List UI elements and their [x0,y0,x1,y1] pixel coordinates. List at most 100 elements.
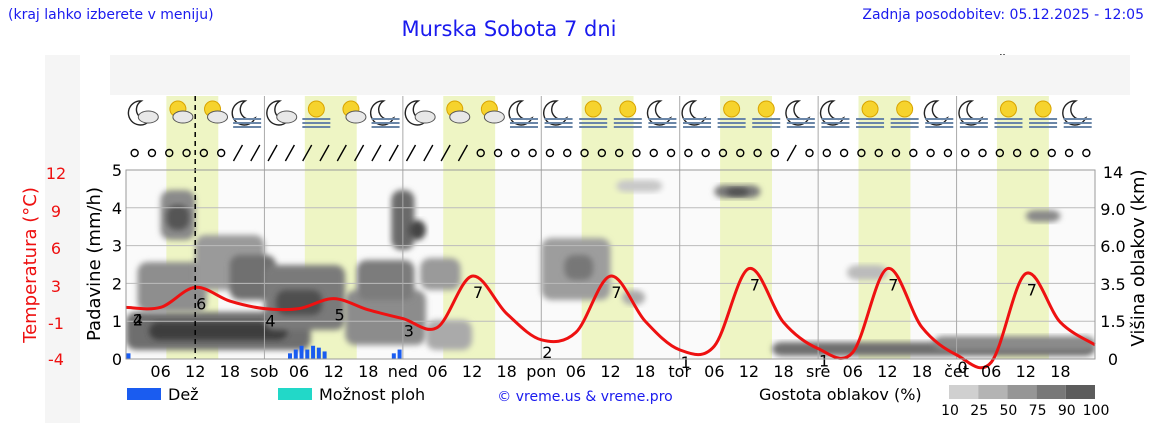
cloud-scale-swatch [949,385,979,399]
moon-icon [681,100,707,126]
sun-icon [896,100,914,118]
daylight-band [581,96,634,359]
temp-label: 7 [473,283,483,302]
cloud-scale-swatch [1065,385,1095,399]
calm-circle [666,148,676,158]
moon-icon [543,100,569,126]
cloud-scale-label: 50 [999,403,1017,419]
temp-axis-title: Temperatura (°C) [20,187,41,344]
daylight-band [720,96,772,359]
x-tick: 12 [877,362,897,381]
calm-circle [476,148,485,158]
weather-icon [958,100,988,128]
calm-circle [1012,148,1022,158]
weather-icon [994,100,1023,128]
rain-legend-label: Dež [168,385,199,404]
wind-barb [423,144,434,162]
calm-circle [943,148,953,158]
precip-tick: 3 [112,237,122,256]
weather-icon [446,100,471,124]
x-tick: 06 [289,362,309,381]
calm-circle [563,148,572,158]
cloud-legend-label: Gostota oblakov (%) [759,385,922,404]
temperature-value-labels: 4 6 4 5 3 7 2 7 1 7 1 7 0 7 2 [133,276,1037,377]
cloud-icon [483,110,505,124]
cloud-icon [449,110,471,124]
moon-icon [923,100,949,126]
x-tick: 12 [323,362,343,381]
cloud-height-tick: 6.0 [1100,237,1125,256]
weather-icon [681,100,712,128]
rain-bar [299,345,304,359]
rain-bar [311,345,316,359]
temp-label: 7 [750,276,760,295]
precip-tick: 5 [112,161,122,180]
cloud-scale-label: 10 [941,403,959,419]
x-tick: 12 [739,362,759,381]
weather-icon [785,100,815,128]
x-tick: 12 [600,362,620,381]
weather-icon [231,100,262,128]
weather-icon [890,100,919,128]
precip-tick: 1 [112,312,122,331]
cloud-icon [414,110,436,124]
wind-barb [319,144,330,162]
wind-barb [284,144,295,162]
rain-bar [293,349,298,359]
sun-icon [307,100,325,118]
x-tick: ned [388,362,418,381]
calm-circle [147,148,157,158]
x-tick: 06 [566,362,586,381]
credit: © vreme.us & vreme.pro [497,389,672,405]
temp-label: 4 [133,310,143,329]
x-tick: 06 [704,362,724,381]
x-tick: 18 [220,362,240,381]
cloud-scale-label: 90 [1058,403,1076,419]
cloud-icon [207,110,229,124]
cloud-scale-label: 100 [1083,403,1110,419]
cloud-blob [166,205,190,230]
temp-tick: 6 [51,239,61,258]
calm-circle [1064,148,1074,158]
daylight-bands [166,96,1049,359]
temp-tick: 12 [46,164,66,183]
weather-icon [819,100,850,128]
calm-circle [182,148,191,158]
cloud-blob [616,180,663,192]
sun-icon [584,100,602,118]
rain-bar [305,349,310,359]
precip-tick: 0 [112,350,122,369]
temp-label: 2 [542,343,552,362]
x-tick: 18 [635,362,655,381]
x-tick: 12 [462,362,482,381]
moon-icon [785,100,811,126]
calm-circle [632,148,641,158]
cloud-blob [356,260,415,300]
weather-icon [646,100,677,128]
temp-label: 6 [196,294,206,313]
cloud-scale-swatch [978,385,1008,399]
weather-icon [1062,100,1092,128]
x-tick: sre [806,362,830,381]
calm-circle [718,148,728,158]
cloud-blob [408,220,426,240]
calm-circle [891,148,901,158]
weather-icon [543,100,573,128]
calm-circle [857,148,866,158]
rain-swatch [127,388,161,400]
x-tick: 06 [150,362,170,381]
temp-label: 7 [888,276,898,295]
weather-icon [342,100,367,124]
weather-icon [266,100,298,126]
moon-icon [508,100,534,126]
calm-circle [961,148,970,158]
x-tick: 12 [185,362,205,381]
wind-barb [250,144,261,162]
calm-circle [511,148,520,158]
cloud-height-axis-title: Višina oblakov (km) [1128,169,1149,346]
precip-tick: 4 [112,199,122,218]
weather-icon [508,100,538,128]
cloud-blob [425,320,473,350]
x-tick: 18 [358,362,378,381]
calm-circle [199,148,209,158]
